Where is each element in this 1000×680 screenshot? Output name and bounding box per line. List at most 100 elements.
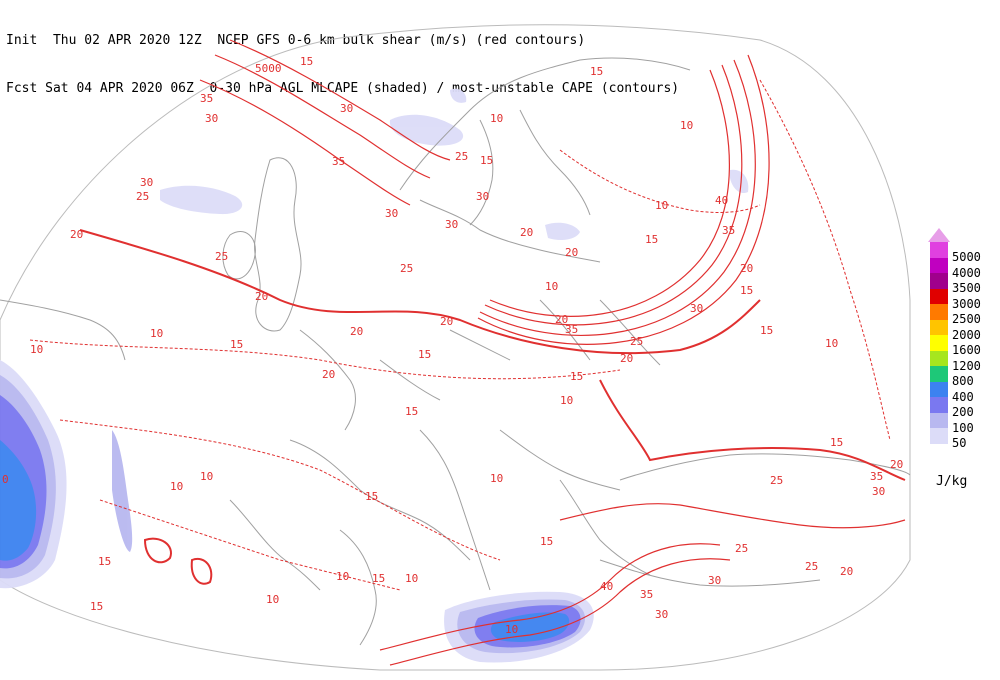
legend-swatch bbox=[930, 288, 948, 304]
legend-swatch bbox=[930, 257, 948, 273]
contour-label: 20 bbox=[350, 325, 363, 338]
legend-label: 4000 bbox=[952, 265, 981, 280]
legend-row: 800 bbox=[928, 366, 998, 388]
contour-label: 15 bbox=[90, 600, 103, 613]
contour-label: 40 bbox=[600, 580, 613, 593]
legend-row: 200 bbox=[928, 397, 998, 419]
legend-swatch bbox=[930, 242, 948, 258]
contour-label: 15 bbox=[570, 370, 583, 383]
contour-label: 10 bbox=[560, 394, 573, 407]
contour-label: 30 bbox=[340, 102, 353, 115]
contour-label: 20 bbox=[890, 458, 903, 471]
contour-label: 10 bbox=[505, 623, 518, 636]
contour-west-loop bbox=[143, 537, 172, 564]
legend-row: 3500 bbox=[928, 273, 998, 295]
contour-label: 10 bbox=[655, 199, 668, 212]
contour-label: 10 bbox=[545, 280, 558, 293]
cape-west-strip bbox=[112, 430, 133, 552]
legend-swatch bbox=[930, 366, 948, 382]
contour-label: 30 bbox=[655, 608, 668, 621]
contour-label: 20 bbox=[70, 228, 83, 241]
contour-labels: 15 30 35 5000 35 30 30 25 20 25 20 20 20… bbox=[2, 55, 903, 636]
contour-north-3 bbox=[199, 79, 411, 206]
contour-label: 30 bbox=[205, 112, 218, 125]
contour-label: 10 bbox=[825, 337, 838, 350]
contour-20b bbox=[599, 379, 906, 481]
contour-label: 20 bbox=[565, 246, 578, 259]
contour-label: 25 bbox=[455, 150, 468, 163]
legend-row: 1200 bbox=[928, 350, 998, 373]
contour-label: 15 bbox=[540, 535, 553, 548]
contour-10b bbox=[99, 499, 401, 591]
contour-med-3 bbox=[559, 503, 906, 529]
contour-label: 30 bbox=[872, 485, 885, 498]
cape-west-400 bbox=[0, 440, 37, 561]
contour-label: 20 bbox=[440, 315, 453, 328]
contour-label: 20 bbox=[555, 313, 568, 326]
contour-label: 5000 bbox=[255, 62, 282, 75]
contour-label: 15 bbox=[372, 572, 385, 585]
legend-row: 50 bbox=[928, 428, 998, 450]
legend-swatch bbox=[930, 304, 948, 320]
legend-row: 4000 bbox=[928, 257, 998, 280]
contour-label: 30 bbox=[140, 176, 153, 189]
legend-swatch bbox=[930, 412, 948, 428]
shear-contours bbox=[29, 39, 906, 666]
contour-label: 25 bbox=[630, 335, 643, 348]
cape-north-5 bbox=[450, 88, 467, 103]
contour-label: 15 bbox=[365, 490, 378, 503]
legend-swatch bbox=[930, 273, 948, 289]
contour-label: 25 bbox=[770, 474, 783, 487]
contour-label: 20 bbox=[520, 226, 533, 239]
legend-label: 50 bbox=[952, 436, 967, 450]
legend-label: 3500 bbox=[952, 281, 981, 295]
legend-row: 2000 bbox=[928, 319, 998, 342]
coastlines bbox=[0, 57, 911, 646]
map-header: Init Thu 02 APR 2020 12Z NCEP GFS 0-6 km… bbox=[6, 1, 679, 113]
contour-label: 25 bbox=[215, 250, 228, 263]
contour-label: 40 bbox=[715, 194, 728, 207]
contour-label: 15 bbox=[480, 154, 493, 167]
header-line-1: Init Thu 02 APR 2020 12Z NCEP GFS 0-6 km… bbox=[6, 33, 586, 48]
contour-label: 35 bbox=[870, 470, 883, 483]
legend-row: 400 bbox=[928, 381, 998, 404]
legend-label: 1200 bbox=[952, 358, 981, 373]
contour-20 bbox=[79, 229, 761, 355]
contour-label: 30 bbox=[708, 574, 721, 587]
legend-swatch bbox=[930, 381, 948, 397]
contour-west-loop-2 bbox=[190, 557, 213, 585]
contour-label: 35 bbox=[200, 92, 213, 105]
contour-big-arc bbox=[489, 69, 730, 317]
legend-row: 2500 bbox=[928, 304, 998, 326]
contour-label: 10 bbox=[170, 480, 183, 493]
legend-swatch bbox=[930, 397, 948, 413]
contour-label: 20 bbox=[620, 352, 633, 365]
contour-label: 30 bbox=[445, 218, 458, 231]
legend-swatch bbox=[930, 319, 948, 335]
map-boundary bbox=[0, 24, 911, 671]
legend-swatch bbox=[930, 350, 948, 366]
legend-row: 100 bbox=[928, 412, 998, 435]
contour-label: 20 bbox=[840, 565, 853, 578]
contour-label: 30 bbox=[385, 207, 398, 220]
legend-label: 400 bbox=[952, 389, 974, 404]
contour-label: 15 bbox=[760, 324, 773, 337]
contour-label: 15 bbox=[230, 338, 243, 351]
contour-label: 20 bbox=[255, 290, 268, 303]
contour-label: 15 bbox=[645, 233, 658, 246]
contour-10c bbox=[559, 149, 761, 213]
contour-label: 10 bbox=[490, 112, 503, 125]
legend-arrow bbox=[928, 228, 950, 242]
contour-label: 10 bbox=[30, 343, 43, 356]
contour-label: 10 bbox=[336, 570, 349, 583]
contour-15b bbox=[759, 79, 891, 441]
contour-label: 10 bbox=[266, 593, 279, 606]
contour-big-arc-2 bbox=[484, 64, 743, 326]
cape-north-1 bbox=[160, 185, 243, 215]
contour-label: 35 bbox=[640, 588, 653, 601]
contour-label: 20 bbox=[740, 262, 753, 275]
contour-label: 25 bbox=[400, 262, 413, 275]
contour-label: 35 bbox=[565, 323, 578, 336]
contour-label: 35 bbox=[722, 224, 735, 237]
